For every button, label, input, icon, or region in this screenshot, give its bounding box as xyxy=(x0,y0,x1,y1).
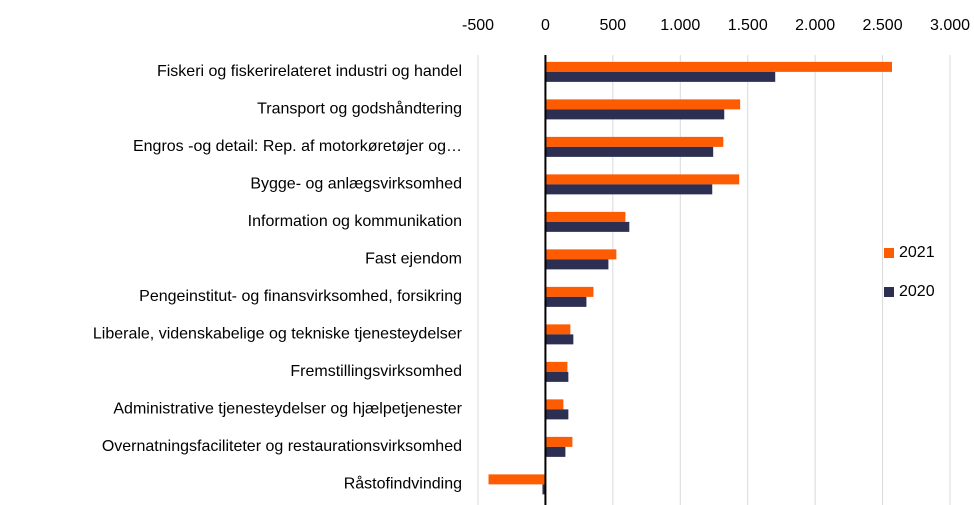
bar xyxy=(542,484,546,495)
y-tick-label: Pengeinstitut- og finansvirksomhed, fors… xyxy=(139,288,462,305)
x-tick-label: 1.500 xyxy=(728,17,768,34)
y-tick-label: Råstofindvinding xyxy=(344,475,462,493)
y-tick-label: Engros -og detail: Rep. af motorkøretøje… xyxy=(133,138,462,155)
legend-swatch xyxy=(884,287,894,297)
legend-swatch xyxy=(884,248,894,258)
bar xyxy=(545,221,630,232)
legend-label: 2021 xyxy=(899,244,935,261)
bar xyxy=(545,136,724,147)
y-tick-label: Information og kommunikation xyxy=(248,213,462,230)
bar xyxy=(545,61,893,72)
y-tick-label: Fast ejendom xyxy=(365,251,462,268)
x-tick-label: 0 xyxy=(541,17,550,34)
x-tick-label: -500 xyxy=(462,17,494,34)
bar xyxy=(545,286,594,297)
x-tick-label: 2.000 xyxy=(795,17,835,34)
y-tick-label: Fiskeri og fiskerirelateret industri og … xyxy=(157,63,462,80)
bar xyxy=(545,99,741,110)
bar xyxy=(545,371,569,382)
y-tick-label: Fremstillingsvirksomhed xyxy=(290,363,462,380)
bar xyxy=(545,184,713,195)
bar xyxy=(545,146,714,157)
bar xyxy=(545,174,740,185)
x-tick-label: 3.000 xyxy=(930,17,970,34)
bar xyxy=(545,446,566,457)
bar xyxy=(545,324,571,335)
x-tick-label: 1.000 xyxy=(660,17,700,34)
bar xyxy=(545,249,617,260)
bar xyxy=(488,474,546,485)
bar xyxy=(545,71,776,82)
y-tick-label: Liberale, videnskabelige og tekniske tje… xyxy=(93,326,463,343)
bar xyxy=(545,211,626,222)
bar xyxy=(545,109,725,120)
bar xyxy=(545,334,574,345)
y-tick-label: Overnatningsfaciliteter og restaurations… xyxy=(102,438,462,455)
bar xyxy=(545,259,609,270)
legend-label: 2020 xyxy=(899,283,935,300)
bar xyxy=(545,436,573,447)
x-tick-label: 2.500 xyxy=(863,17,903,34)
y-tick-label: Transport og godshåndtering xyxy=(257,100,462,118)
x-tick-label: 500 xyxy=(600,17,627,34)
bar xyxy=(545,361,568,372)
bar xyxy=(545,399,564,410)
y-tick-label: Administrative tjenesteydelser og hjælpe… xyxy=(113,401,462,418)
bar xyxy=(545,296,587,307)
bar xyxy=(545,409,569,420)
y-tick-label: Bygge- og anlægsvirksomhed xyxy=(250,176,462,193)
